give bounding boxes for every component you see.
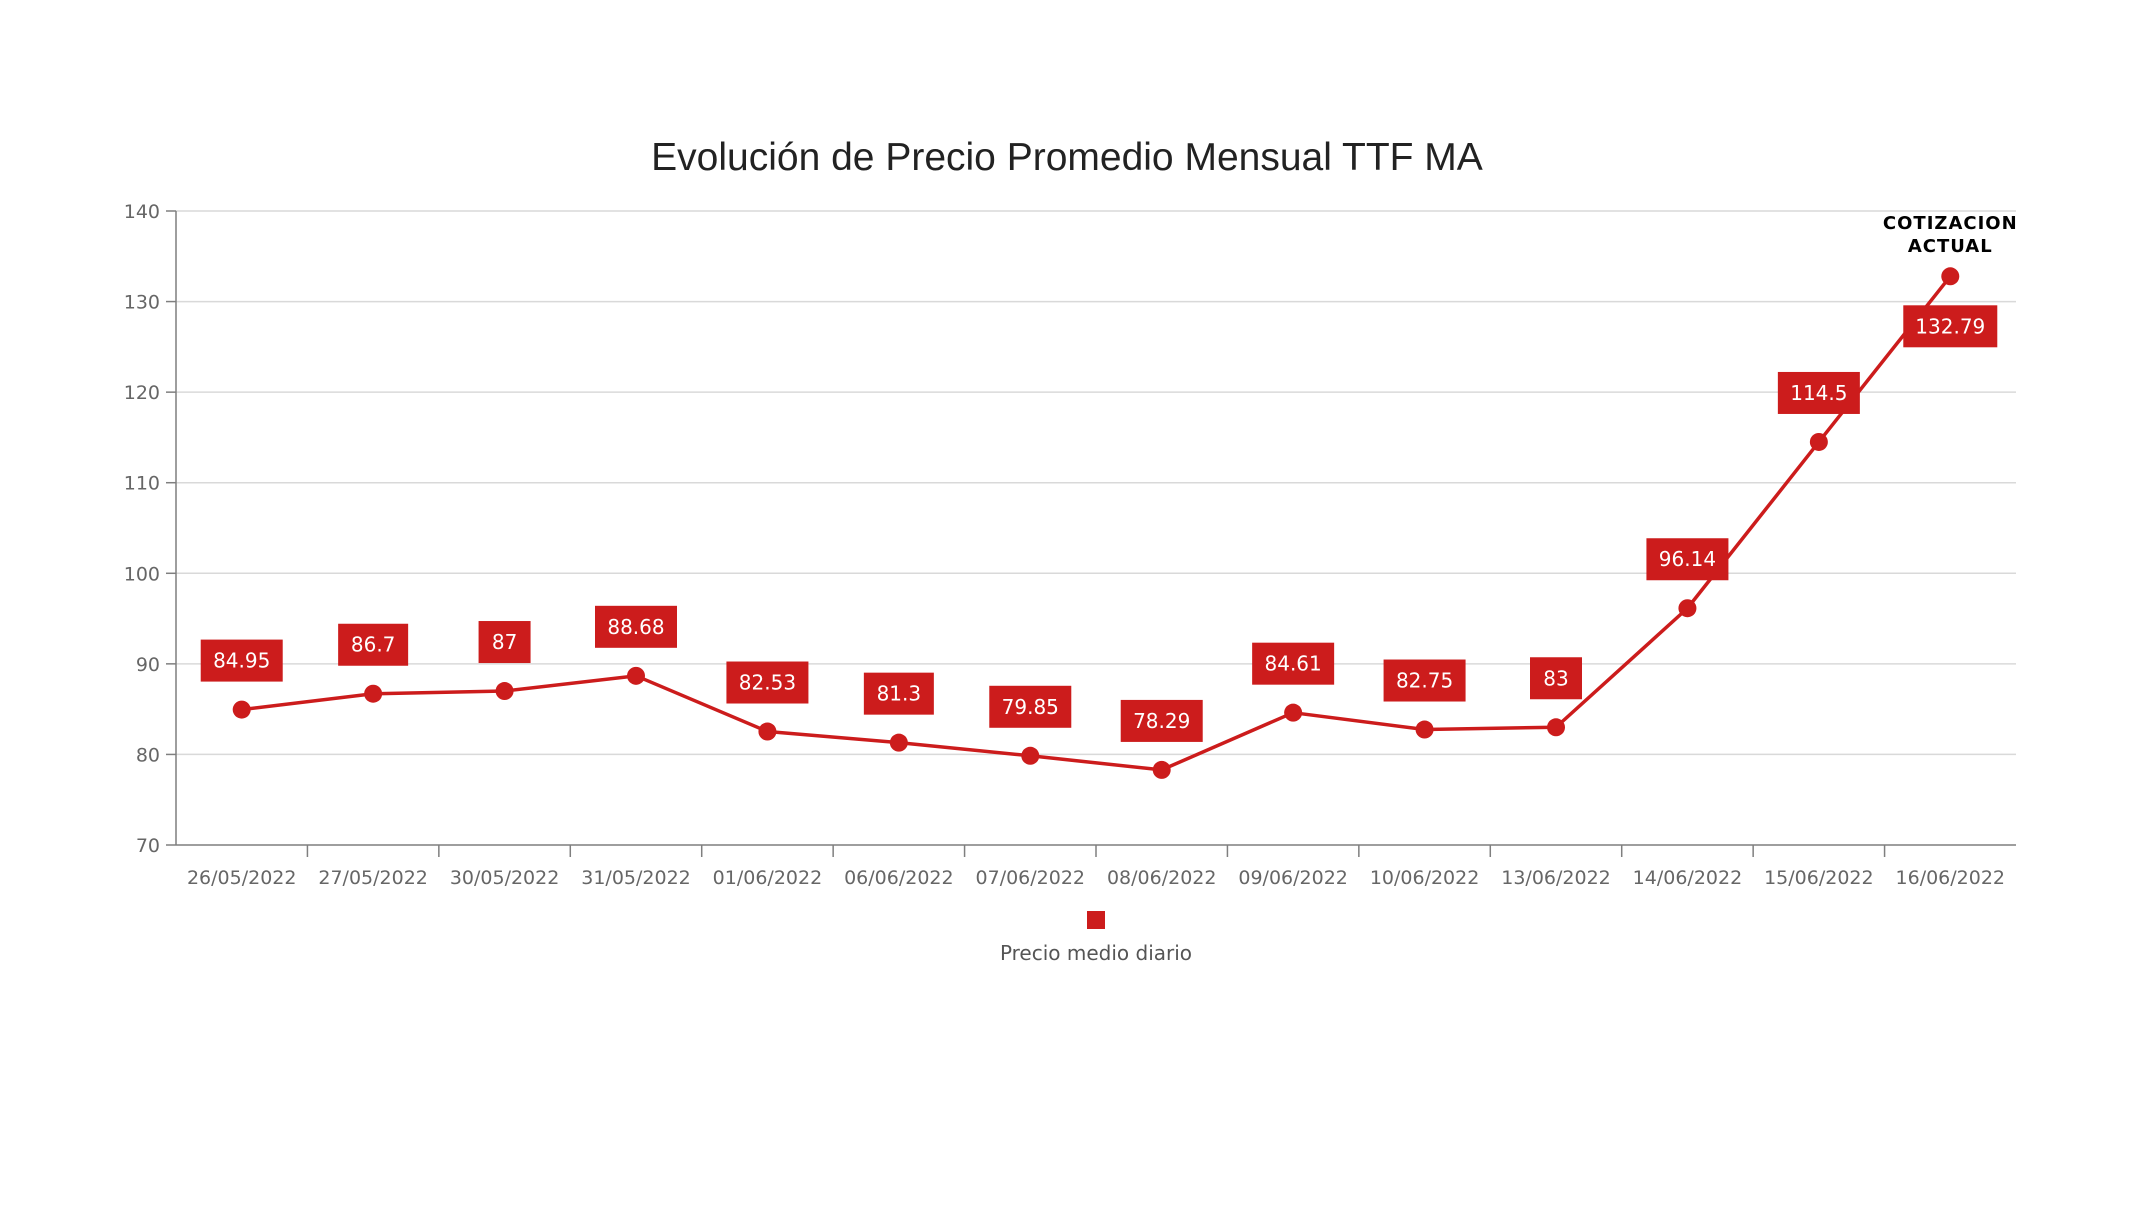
data-label: 78.29 xyxy=(1120,699,1203,742)
x-tick-label: 08/06/2022 xyxy=(1107,867,1217,889)
data-label-box xyxy=(1777,371,1860,414)
data-label: 81.3 xyxy=(863,672,934,715)
legend-swatch xyxy=(1087,911,1105,929)
x-tick-label: 06/06/2022 xyxy=(844,867,954,889)
data-label: 82.53 xyxy=(726,661,809,704)
y-tick-label: 140 xyxy=(124,201,160,223)
y-tick-label: 90 xyxy=(136,654,160,676)
data-point[interactable] xyxy=(1941,267,1960,286)
axes: 70 80 90 100 110 120 130 140 26/05/2022 27/05/202… xyxy=(124,201,2016,889)
data-label-box xyxy=(200,639,283,682)
legend[interactable]: Precio medio diario xyxy=(1000,911,1192,965)
data-label-text: 84.61 xyxy=(1265,652,1322,676)
data-label-text: 79.85 xyxy=(1002,695,1059,719)
data-label: 86.7 xyxy=(338,623,409,666)
data-label: 114.5 xyxy=(1777,371,1860,414)
data-points xyxy=(232,267,1960,779)
data-label-box xyxy=(726,661,809,704)
x-tick-label: 16/06/2022 xyxy=(1896,867,2006,889)
data-point[interactable] xyxy=(1284,703,1303,722)
data-labels: 84.95 86.7 87 88.68 82.53 81.3 79.85 78.29 84.61… xyxy=(200,305,1998,742)
annotation-line-1: COTIZACION xyxy=(1883,213,2018,234)
data-label-box xyxy=(1120,699,1203,742)
data-label-text: 82.75 xyxy=(1396,669,1453,693)
chart-title: Evolución de Precio Promedio Mensual TTF… xyxy=(651,136,1483,179)
data-label: 84.95 xyxy=(200,639,283,682)
x-tick-label: 01/06/2022 xyxy=(713,867,823,889)
data-label-box xyxy=(989,685,1072,728)
data-point[interactable] xyxy=(1152,760,1171,779)
data-point[interactable] xyxy=(1021,746,1040,765)
legend-label: Precio medio diario xyxy=(1000,941,1192,965)
data-label: 83 xyxy=(1530,657,1582,700)
data-point[interactable] xyxy=(232,700,251,719)
gridlines xyxy=(176,210,2016,756)
y-tick-label: 80 xyxy=(136,744,160,766)
data-point[interactable] xyxy=(627,666,645,685)
data-label-text: 78.29 xyxy=(1133,709,1190,733)
series-line xyxy=(241,275,1952,772)
data-point[interactable] xyxy=(889,733,908,752)
data-label-text: 81.3 xyxy=(877,682,922,706)
annotation-line-2: ACTUAL xyxy=(1908,236,1993,257)
y-tick-label: 130 xyxy=(124,292,160,314)
data-label: 132.79 xyxy=(1903,305,1998,348)
x-tick-label: 09/06/2022 xyxy=(1238,867,1348,889)
data-label-box xyxy=(863,672,934,715)
data-label-box xyxy=(1383,659,1466,702)
data-label-text: 114.5 xyxy=(1790,381,1847,405)
data-label: 96.14 xyxy=(1646,538,1729,581)
data-label-text: 86.7 xyxy=(351,633,396,657)
data-point[interactable] xyxy=(1678,599,1697,618)
y-tick-label: 100 xyxy=(124,563,160,585)
data-label-text: 84.95 xyxy=(213,649,270,673)
x-tick-label: 31/05/2022 xyxy=(581,867,691,889)
data-point[interactable] xyxy=(758,722,777,741)
data-label-text: 82.53 xyxy=(739,671,796,695)
x-tick-label: 13/06/2022 xyxy=(1501,867,1611,889)
data-point[interactable] xyxy=(1547,718,1565,737)
data-point[interactable] xyxy=(1809,432,1828,451)
x-tick-label: 15/06/2022 xyxy=(1764,867,1874,889)
data-label-box xyxy=(1530,657,1582,700)
x-tick-label: 27/05/2022 xyxy=(318,867,428,889)
data-label-text: 88.68 xyxy=(607,615,664,639)
data-point[interactable] xyxy=(1415,720,1434,739)
x-tick-label: 10/06/2022 xyxy=(1370,867,1480,889)
y-tick-label: 70 xyxy=(136,835,160,857)
series-line-layer xyxy=(241,275,1952,772)
y-tick-label: 120 xyxy=(124,382,160,404)
x-tick-label: 14/06/2022 xyxy=(1633,867,1743,889)
data-label-text: 96.14 xyxy=(1659,547,1716,571)
data-label-box xyxy=(595,605,677,648)
data-label: 88.68 xyxy=(595,605,677,648)
data-label-text: 83 xyxy=(1543,666,1568,690)
data-label: 87 xyxy=(478,621,531,664)
data-label: 79.85 xyxy=(989,685,1072,728)
x-tick-label: 07/06/2022 xyxy=(976,867,1086,889)
data-label-box xyxy=(1646,538,1729,581)
data-label-box xyxy=(1903,305,1998,348)
annotation: COTIZACION ACTUAL xyxy=(1883,213,2018,257)
x-tick-label: 30/05/2022 xyxy=(450,867,560,889)
data-label: 84.61 xyxy=(1252,642,1335,685)
data-label-box xyxy=(478,621,531,664)
x-tick-label: 26/05/2022 xyxy=(187,867,297,889)
data-label-text: 132.79 xyxy=(1915,314,1985,338)
data-label: 82.75 xyxy=(1383,659,1466,702)
data-label-text: 87 xyxy=(492,630,517,654)
data-label-box xyxy=(338,623,409,666)
data-point[interactable] xyxy=(364,684,383,703)
data-label-box xyxy=(1252,642,1335,685)
data-point[interactable] xyxy=(495,682,514,701)
y-tick-label: 110 xyxy=(124,473,160,495)
